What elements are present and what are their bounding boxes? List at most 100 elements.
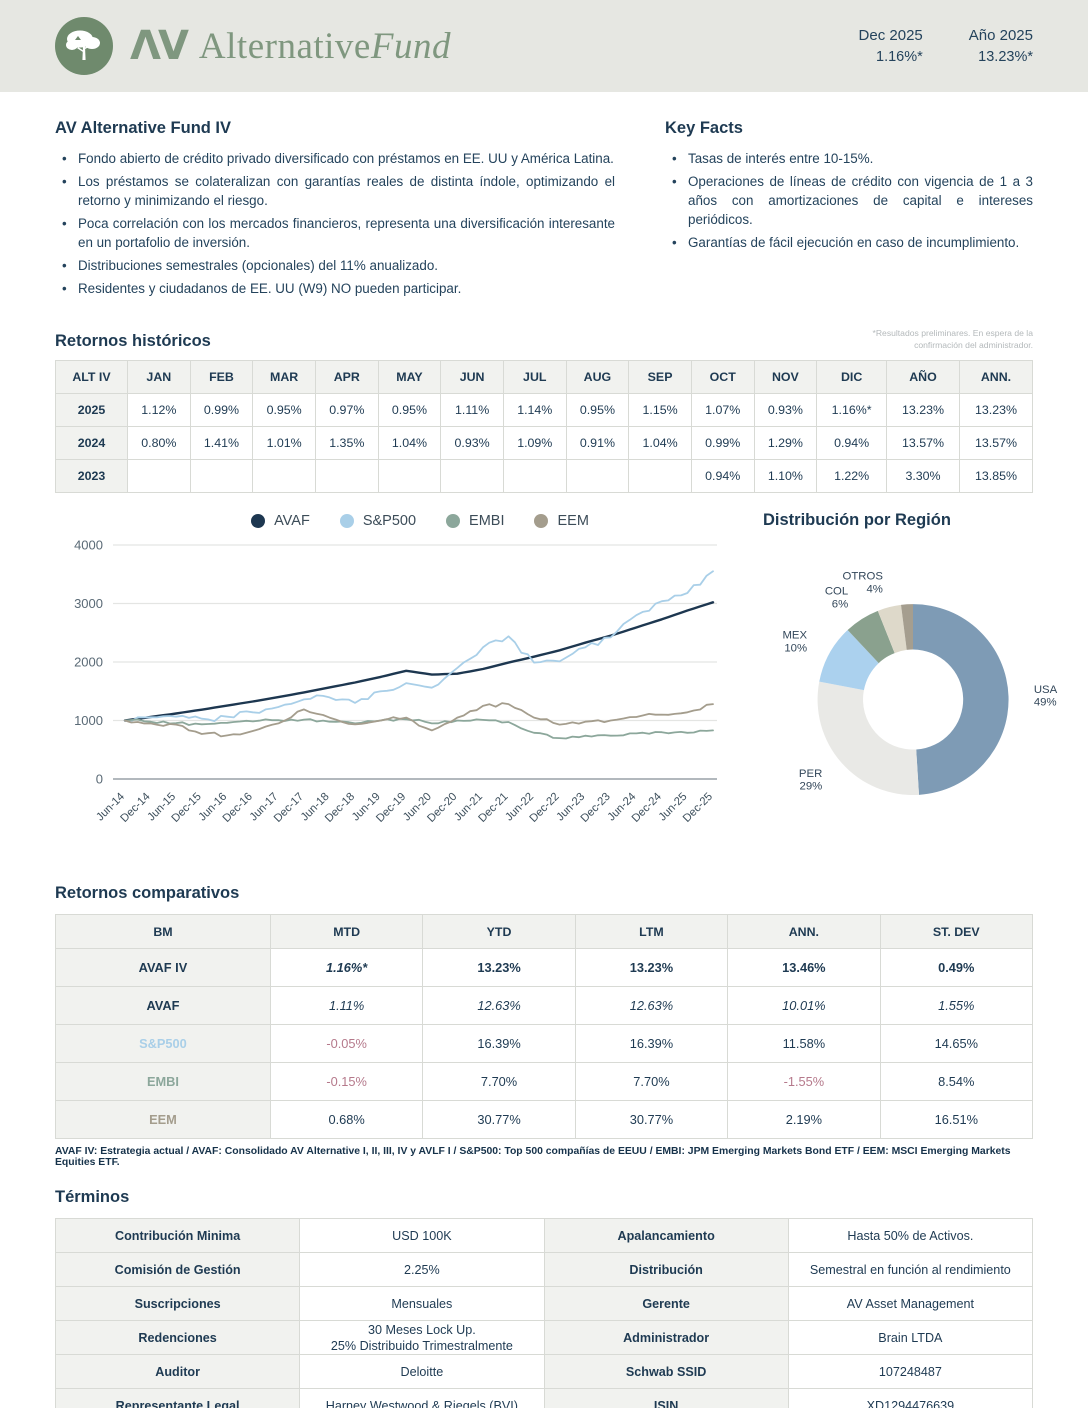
term-value-cell: Harney Westwood & Riegels (BVI) xyxy=(299,1388,545,1408)
return-cell xyxy=(628,459,692,494)
comparative-footnote: AVAF IV: Estrategia actual / AVAF: Conso… xyxy=(55,1146,1011,1169)
return-cell: 1.11% xyxy=(440,393,504,428)
fund-overview: AV Alternative Fund IV Fondo abierto de … xyxy=(55,119,615,302)
brand: ΛV AlternativeFund xyxy=(55,17,451,75)
column-header: OCT xyxy=(690,360,755,395)
stat-year-label: Año 2025 xyxy=(968,27,1033,44)
column-header: AUG xyxy=(565,360,630,395)
return-cell: 0.80% xyxy=(127,426,191,461)
term-value-cell: 30 Meses Lock Up. 25% Distribuido Trimes… xyxy=(299,1320,545,1356)
column-header: ANN. xyxy=(727,914,881,950)
return-cell xyxy=(440,459,504,494)
benchmark-label-cell: AVAF xyxy=(55,986,271,1026)
benchmark-label-cell: AVAF IV xyxy=(55,948,271,988)
term-label-cell: Auditor xyxy=(54,1354,301,1390)
region-donut-chart: USA 49% PER 29% MEX 10% COL 6%OTROS 4% xyxy=(782,571,1058,796)
return-cell: 13.23% xyxy=(886,393,960,428)
fund-overview-title: AV Alternative Fund IV xyxy=(55,119,232,137)
table-row: 2023 0.94% 1.10% 1.22% 3.30% 13.85% xyxy=(55,459,1034,494)
return-cell: 1.16%* xyxy=(816,393,888,428)
return-cell: 1.16%* xyxy=(269,948,424,988)
tree-logo-icon xyxy=(55,17,113,75)
stat-month-value: 1.16%* xyxy=(876,49,923,65)
brand-name-italic: Fund xyxy=(370,25,451,67)
year-cell: 2023 xyxy=(55,459,128,494)
term-value-cell: Semestral en función al rendimiento xyxy=(787,1252,1034,1288)
return-cell: 1.01% xyxy=(252,426,316,461)
column-header: ST. DEV xyxy=(879,914,1034,950)
return-cell: 2.19% xyxy=(727,1100,881,1140)
return-cell: 1.41% xyxy=(189,426,254,461)
benchmark-label-cell: EEM xyxy=(55,1100,271,1140)
return-cell xyxy=(314,459,379,494)
key-facts: Key Facts Tasas de interés entre 10-15%.… xyxy=(665,119,1033,302)
table-row: AVAF 1.11% 12.63% 12.63% 10.01% 1.55% xyxy=(55,986,1034,1026)
term-value-cell: XD1294476639 xyxy=(787,1388,1034,1408)
return-cell: 0.99% xyxy=(690,426,755,461)
return-cell: 13.23% xyxy=(958,393,1034,428)
historical-returns-table: ALT IV JAN FEB MAR APR MAY JUN JUL AUG SEP OCT NOV D… xyxy=(55,360,1034,494)
intro-section: AV Alternative Fund IV Fondo abierto de … xyxy=(55,119,1033,302)
term-label-cell: ISIN xyxy=(543,1388,789,1408)
return-cell: 13.23% xyxy=(574,948,729,988)
term-label-cell: Suscripciones xyxy=(54,1286,301,1322)
return-cell: 13.57% xyxy=(886,426,960,461)
key-facts-bullets: Tasas de interés entre 10-15%. Operacione… xyxy=(665,149,1033,252)
fund-overview-bullets: Fondo abierto de crédito privado diversi… xyxy=(55,149,615,298)
table-row: Redenciones 30 Meses Lock Up. 25% Distrib… xyxy=(54,1320,1034,1356)
return-cell: 1.04% xyxy=(628,426,692,461)
terms-title: Términos xyxy=(55,1188,130,1207)
performance-line-chart: 01000200030004000Jun-14Dec-14Jun-15Dec-1… xyxy=(74,538,717,825)
historical-header: Retornos históricos *Resultados prelimin… xyxy=(55,328,1033,351)
term-value-cell: 2.25% xyxy=(299,1252,545,1288)
return-cell: 13.46% xyxy=(727,948,881,988)
column-header: AÑO xyxy=(886,360,960,395)
return-cell: 1.04% xyxy=(377,426,442,461)
legend-label: S&P500 xyxy=(362,513,417,530)
return-cell: 1.10% xyxy=(753,459,818,494)
bullet-item: Residentes y ciudadanos de EE. UU (W9) N… xyxy=(55,279,615,298)
region-title: Distribución por Región xyxy=(763,511,951,530)
return-cell: 30.77% xyxy=(574,1100,729,1140)
return-cell: 1.29% xyxy=(753,426,818,461)
return-cell: 16.39% xyxy=(574,1024,729,1064)
table-row: 2024 0.80% 1.41% 1.01% 1.35% 1.04% 0.93% 1.09% 0… xyxy=(55,426,1034,461)
table-row: Auditor Deloitte Schwab SSID 107248487 xyxy=(54,1354,1034,1390)
return-cell: 7.70% xyxy=(574,1062,729,1102)
term-label-cell: Gerente xyxy=(543,1286,789,1322)
return-cell xyxy=(189,459,254,494)
svg-text:0: 0 xyxy=(96,772,103,787)
bullet-item: Operaciones de líneas de crédito con vig… xyxy=(665,172,1033,229)
column-header: JAN xyxy=(127,360,191,395)
term-label-cell: Administrador xyxy=(543,1320,789,1356)
term-value-cell: Brain LTDA xyxy=(787,1320,1034,1356)
return-cell: -1.55% xyxy=(727,1062,881,1102)
column-header: MTD xyxy=(269,914,424,950)
return-cell: 0.95% xyxy=(252,393,316,428)
return-cell: 10.01% xyxy=(727,986,881,1026)
bullet-item: Fondo abierto de crédito privado diversi… xyxy=(55,149,615,168)
return-cell: 30.77% xyxy=(422,1100,576,1140)
column-header: MAY xyxy=(377,360,442,395)
return-cell: 12.63% xyxy=(574,986,729,1026)
return-cell: 13.85% xyxy=(958,459,1034,494)
table-row: EMBI -0.15% 7.70% 7.70% -1.55% 8.54% xyxy=(55,1062,1034,1102)
return-cell: 0.94% xyxy=(816,426,888,461)
year-cell: 2024 xyxy=(55,426,128,461)
table-row: Representante Legal Harney Westwood & Rie… xyxy=(54,1388,1034,1408)
return-cell: 0.91% xyxy=(565,426,630,461)
table-row: Contribución Minima USD 100K Apalancamient… xyxy=(54,1218,1034,1254)
table-row: S&P500 -0.05% 16.39% 16.39% 11.58% 14.65% xyxy=(55,1024,1034,1064)
svg-text:4000: 4000 xyxy=(74,538,103,553)
return-cell xyxy=(377,459,442,494)
term-label-cell: Redenciones xyxy=(54,1320,301,1356)
legend-item: EEM xyxy=(534,513,589,529)
charts-section: AVAF S&P500 EMBI EEM 0 1000 2000 3000 4000 Jun-1… xyxy=(55,509,1058,866)
column-header: MAR xyxy=(252,360,316,395)
column-header: JUL xyxy=(502,360,567,395)
bullet-item: Tasas de interés entre 10-15%. xyxy=(665,149,1033,168)
